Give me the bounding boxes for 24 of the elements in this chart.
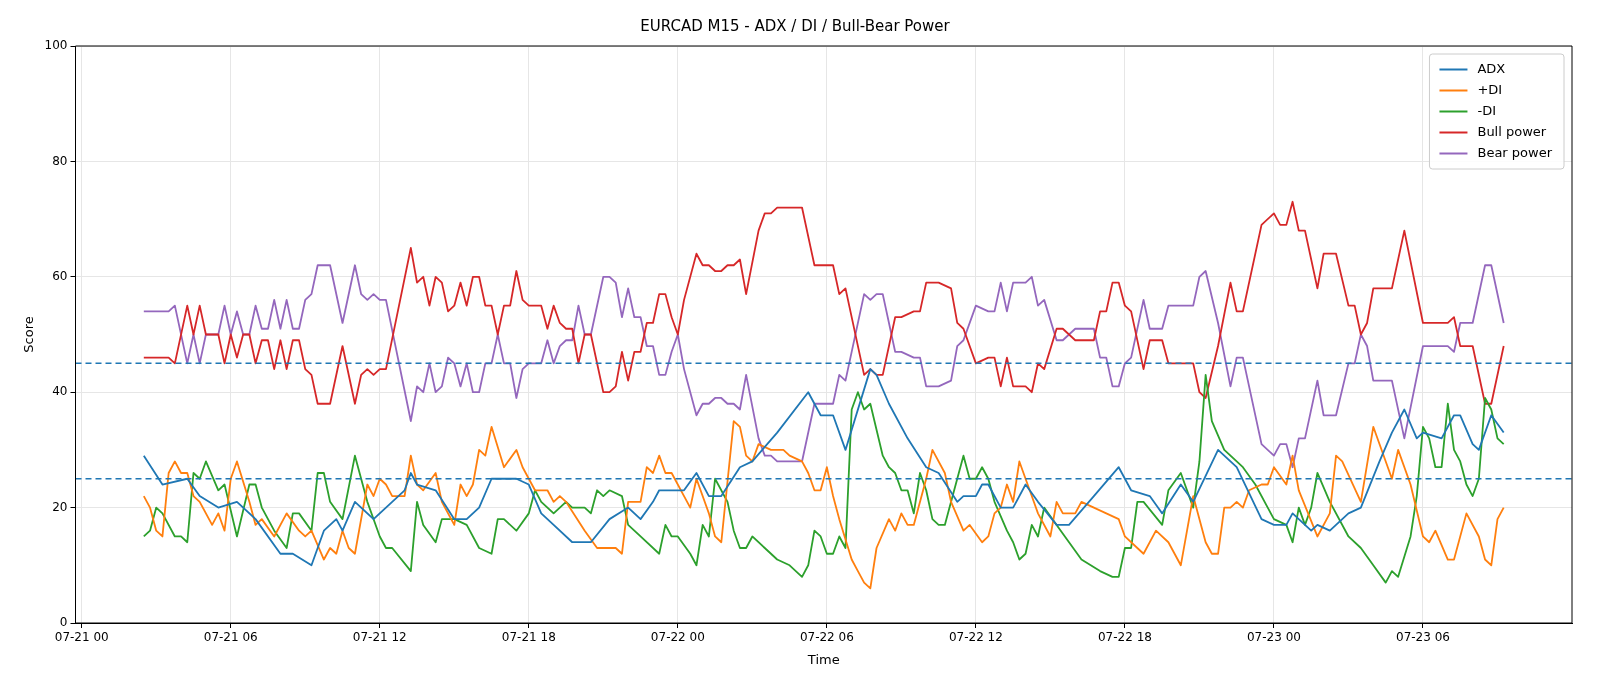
x-tick-label: 07-21 18 — [501, 630, 556, 645]
legend-label: +DI — [1477, 81, 1503, 97]
y-axis-title: Score — [21, 316, 37, 353]
chart-title: EURCAD M15 - ADX / DI / Bull-Bear Power — [640, 16, 951, 35]
y-tick-label: 80 — [52, 153, 68, 168]
y-tick-label: 20 — [52, 499, 68, 514]
x-tick-label: 07-22 18 — [1097, 630, 1152, 645]
x-tick-label: 07-23 06 — [1395, 630, 1450, 645]
legend-label: -DI — [1477, 102, 1497, 118]
y-tick-label: 100 — [44, 38, 68, 53]
x-tick-label: 07-23 00 — [1246, 630, 1301, 645]
x-tick-label: 07-21 00 — [54, 630, 109, 645]
legend-label: ADX — [1477, 60, 1506, 76]
x-tick-label: 07-22 00 — [650, 630, 705, 645]
x-tick-label: 07-22 06 — [799, 630, 854, 645]
y-tick-label: 0 — [59, 615, 68, 630]
x-tick-label: 07-22 12 — [948, 630, 1003, 645]
y-tick-label: 40 — [52, 384, 68, 399]
x-axis-title: Time — [806, 651, 840, 667]
legend-label: Bull power — [1477, 123, 1547, 139]
legend-label: Bear power — [1477, 144, 1553, 160]
x-tick-label: 07-21 12 — [352, 630, 407, 645]
x-tick-label: 07-21 06 — [203, 630, 258, 645]
y-tick-label: 60 — [52, 268, 68, 283]
